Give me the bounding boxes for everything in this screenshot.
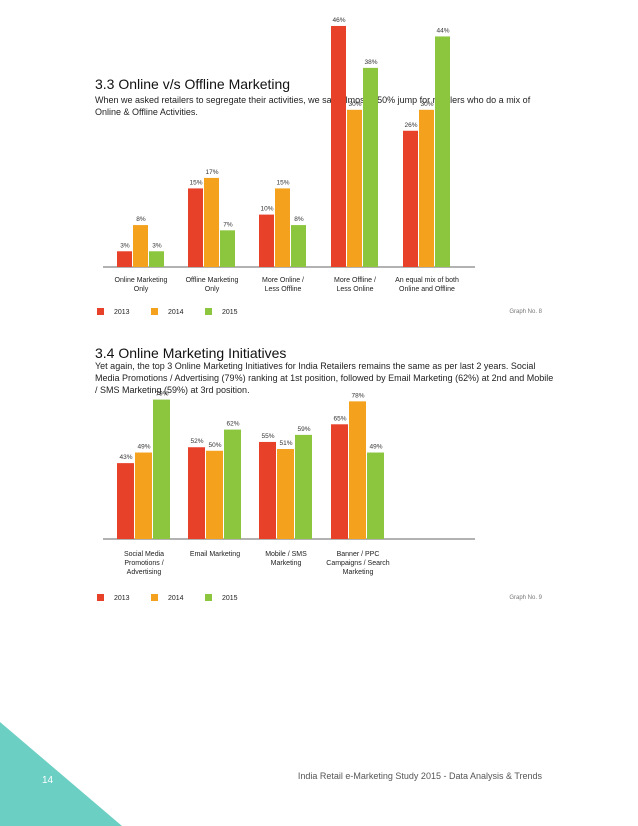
page-corner-triangle [0, 722, 122, 826]
data-label-2014-cat-0: 8% [136, 216, 146, 223]
category-label-3-line-0: Banner / PPC [337, 551, 380, 558]
legend-label-2015: 2015 [222, 595, 238, 602]
bar-2013-cat-3 [331, 25, 346, 268]
section-description-online-initiatives: Yet again, the top 3 Online Marketing In… [95, 361, 554, 395]
online-initiatives-bar-chart: 43% 49% 79% Social Media Promotions / Adverti… [97, 391, 475, 602]
data-label-2014-cat-4: 30% [420, 101, 433, 108]
bar-2013-cat-4 [403, 130, 418, 267]
category-label-3-line-0: More Offline / [334, 277, 376, 284]
data-label-2013-cat-1: 52% [190, 438, 203, 445]
graph-number-9: Graph No. 9 [509, 595, 542, 601]
legend-swatch-2014 [151, 594, 158, 601]
data-label-2013-cat-0: 43% [119, 454, 132, 461]
category-label-2-line-1: Less Offline [265, 286, 302, 293]
data-label-2015-cat-2: 59% [297, 426, 310, 433]
data-label-2014-cat-1: 50% [208, 442, 221, 449]
bar-2013-cat-0 [117, 251, 132, 267]
legend-label-2014: 2014 [168, 309, 184, 316]
data-label-2015-cat-3: 38% [364, 59, 377, 66]
legend-swatch-2013 [97, 594, 104, 601]
data-label-2014-cat-1: 17% [205, 169, 218, 176]
data-label-2014-cat-2: 51% [279, 440, 292, 447]
graph-number-8: Graph No. 8 [509, 309, 542, 315]
data-label-2015-cat-0: 79% [155, 391, 168, 398]
category-label-0-line-1: Only [134, 286, 149, 293]
category-label-0-line-1: Promotions / [124, 560, 163, 567]
category-label-2-line-1: Marketing [271, 560, 302, 567]
data-label-2014-cat-3: 78% [351, 392, 364, 399]
legend-swatch-2013 [97, 308, 104, 315]
category-label-1-line-0: Email Marketing [190, 551, 240, 558]
category-label-0-line-2: Advertising [127, 569, 162, 576]
data-label-2013-cat-3: 46% [332, 17, 345, 24]
online-offline-bar-chart: 3%8%3%Online MarketingOnly15%17%7%Offlin… [97, 17, 475, 316]
bar-2015-cat-2 [291, 225, 306, 267]
page-number: 14 [42, 775, 54, 786]
legend-label-2013: 2013 [114, 595, 130, 602]
section-title-online-offline: 3.3 Online v/s Offline Marketing [95, 76, 291, 92]
bar-2014-cat-4 [419, 109, 434, 267]
legend-swatch-2014 [151, 308, 158, 315]
footer-title: India Retail e-Marketing Study 2015 - Da… [297, 771, 542, 781]
data-label-2013-cat-3: 65% [333, 415, 346, 422]
legend-label-2014: 2014 [168, 595, 184, 602]
data-label-2013-cat-1: 15% [189, 179, 202, 186]
bar-2014-cat-3 [347, 109, 362, 267]
bar-2013-cat-0 [117, 463, 134, 539]
data-label-2015-cat-2: 8% [294, 216, 304, 223]
bar-2015-cat-1 [220, 230, 235, 267]
bar-2015-cat-1 [224, 429, 241, 539]
bar-2013-cat-1 [188, 188, 203, 267]
bar-2014-cat-2 [275, 188, 290, 267]
category-label-3-line-2: Marketing [343, 569, 374, 576]
bar-2014-cat-1 [206, 450, 223, 539]
bar-2015-cat-3 [367, 452, 384, 539]
data-label-2015-cat-1: 7% [223, 221, 233, 228]
data-label-2013-cat-4: 26% [404, 122, 417, 129]
data-label-2015-cat-3: 49% [369, 444, 382, 451]
bar-2013-cat-3 [331, 424, 348, 539]
category-label-2-line-0: More Online / [262, 277, 304, 284]
legend-swatch-2015 [205, 594, 212, 601]
category-label-3-line-1: Campaigns / Search [326, 560, 390, 567]
bar-2013-cat-2 [259, 441, 276, 539]
bar-2013-cat-1 [188, 447, 205, 539]
category-label-1-line-1: Only [205, 286, 220, 293]
section-description-online-offline: When we asked retailers to segregate the… [95, 95, 531, 117]
data-label-2015-cat-1: 62% [226, 421, 239, 428]
bar-2014-cat-0 [133, 225, 148, 267]
data-label-2013-cat-0: 3% [120, 242, 130, 249]
category-label-0-line-0: Social Media [124, 551, 164, 558]
data-label-2015-cat-0: 3% [152, 242, 162, 249]
data-label-2013-cat-2: 10% [260, 206, 273, 213]
bar-2013-cat-2 [259, 214, 274, 267]
bar-2015-cat-3 [363, 67, 378, 267]
legend-label-2013: 2013 [114, 309, 130, 316]
category-label-3-line-1: Less Online [337, 286, 374, 293]
bar-2014-cat-1 [204, 177, 219, 267]
section-title-online-initiatives: 3.4 Online Marketing Initiatives [95, 345, 287, 361]
data-label-2015-cat-4: 44% [436, 27, 449, 34]
data-label-2014-cat-3: 30% [348, 101, 361, 108]
data-label-2014-cat-0: 49% [137, 444, 150, 451]
bar-2015-cat-0 [153, 399, 170, 539]
bar-2014-cat-0 [135, 452, 152, 539]
category-label-2-line-0: Mobile / SMS [265, 551, 307, 558]
data-label-2013-cat-2: 55% [261, 433, 274, 440]
category-label-4-line-1: Online and Offline [399, 286, 455, 293]
category-label-0-line-0: Online Marketing [115, 277, 168, 284]
legend-label-2015: 2015 [222, 309, 238, 316]
bar-2015-cat-4 [435, 36, 450, 267]
legend-swatch-2015 [205, 308, 212, 315]
data-label-2014-cat-2: 15% [276, 179, 289, 186]
category-label-1-line-0: Offline Marketing [186, 277, 239, 284]
bar-2015-cat-2 [295, 434, 312, 539]
bar-2015-cat-0 [149, 251, 164, 267]
category-label-4-line-0: An equal mix of both [395, 277, 459, 284]
bar-2014-cat-3 [349, 401, 366, 539]
bar-2014-cat-2 [277, 449, 294, 539]
